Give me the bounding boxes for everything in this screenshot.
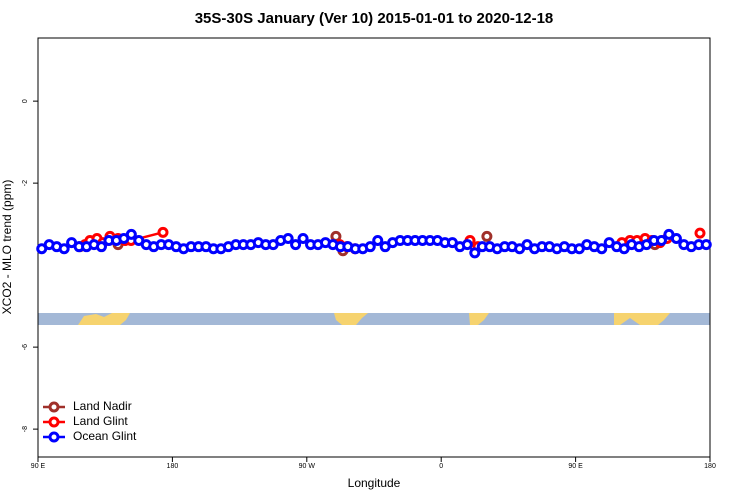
point	[58, 243, 70, 255]
point	[469, 247, 481, 259]
point	[596, 243, 608, 255]
ocean-strip	[38, 313, 710, 325]
point	[157, 226, 169, 238]
point	[694, 227, 706, 239]
point	[655, 235, 667, 247]
x-tick-label: 90 W	[299, 463, 316, 470]
point	[364, 241, 376, 253]
legend-label: Land Glint	[73, 414, 128, 428]
x-tick-label: 180	[167, 463, 179, 470]
y-tick-label: -8	[22, 426, 29, 432]
legend-marker	[48, 416, 60, 428]
map-strip	[38, 313, 710, 325]
x-axis-label: Longitude	[348, 476, 401, 490]
point	[125, 228, 137, 240]
legend-marker	[48, 431, 60, 443]
x-tick-label: 90 E	[568, 463, 583, 470]
x-tick-label: 180	[704, 463, 716, 470]
point	[372, 235, 384, 247]
point	[95, 241, 107, 253]
y-tick-label: -6	[22, 344, 29, 350]
x-tick-label: 0	[439, 463, 443, 470]
land-shape	[614, 313, 670, 325]
chart-title: 35S-30S January (Ver 10) 2015-01-01 to 2…	[195, 10, 554, 27]
point	[670, 232, 682, 244]
y-axis-label: XCO2 - MLO trend (ppm)	[0, 180, 14, 315]
land-shape	[469, 313, 489, 325]
point	[700, 239, 712, 251]
point	[282, 232, 294, 244]
y-tick-label: 0	[22, 99, 29, 103]
x-tick-label: 90 E	[31, 463, 46, 470]
legend-label: Ocean Glint	[73, 429, 137, 443]
legend-marker	[48, 401, 60, 413]
y-tick-label: -2	[22, 180, 29, 186]
point	[481, 230, 493, 242]
land-shape	[334, 313, 368, 325]
point	[461, 239, 473, 251]
point	[290, 239, 302, 251]
legend-label: Land Nadir	[73, 399, 132, 413]
land-shape	[78, 313, 130, 325]
point	[297, 232, 309, 244]
